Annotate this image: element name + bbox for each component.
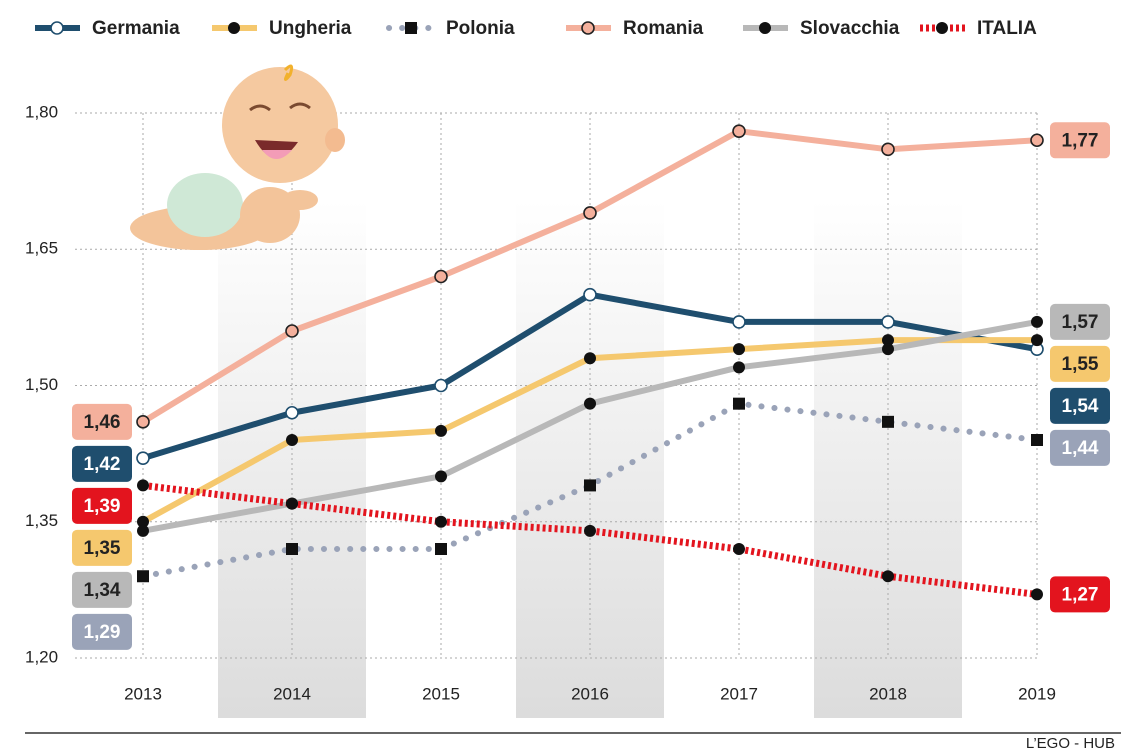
marker <box>286 498 298 510</box>
marker <box>435 543 447 555</box>
marker <box>1031 316 1043 328</box>
marker <box>137 452 149 464</box>
source: L’EGO - HUB <box>1026 735 1115 751</box>
value-label: 1,46 <box>84 412 121 433</box>
value-label: 1,44 <box>1062 438 1099 459</box>
marker <box>286 434 298 446</box>
marker <box>137 570 149 582</box>
marker <box>584 525 596 537</box>
legend: Germania Ungheria Polonia Romania Slovacchia… <box>35 18 1037 39</box>
legend-label: ITALIA <box>977 18 1037 39</box>
marker <box>733 125 745 137</box>
legend-label: Slovacchia <box>800 18 900 39</box>
y-tick-label: 1,35 <box>25 511 58 530</box>
x-tick-label: 2014 <box>273 684 311 703</box>
marker <box>733 398 745 410</box>
marker <box>137 479 149 491</box>
x-tick-label: 2017 <box>720 684 758 703</box>
value-label: 1,77 <box>1062 130 1099 151</box>
y-tick-label: 1,80 <box>25 102 58 121</box>
marker <box>286 543 298 555</box>
marker <box>584 479 596 491</box>
marker <box>584 289 596 301</box>
marker <box>759 22 771 34</box>
marker <box>882 316 894 328</box>
legend-label: Romania <box>623 18 704 39</box>
marker <box>1031 334 1043 346</box>
chart: 1,20 1,35 1,50 1,65 1,80 2013 2014 2015 2016 2017… <box>0 0 1121 751</box>
marker <box>733 343 745 355</box>
y-tick-label: 1,50 <box>25 375 58 394</box>
marker <box>286 407 298 419</box>
marker <box>435 271 447 283</box>
marker <box>584 352 596 364</box>
value-label: 1,27 <box>1062 584 1099 605</box>
value-label: 1,55 <box>1062 354 1099 375</box>
value-label: 1,57 <box>1062 312 1099 333</box>
marker <box>228 22 240 34</box>
marker <box>882 343 894 355</box>
value-label: 1,39 <box>84 496 121 517</box>
marker <box>405 22 417 34</box>
y-tick-label: 1,20 <box>25 647 58 666</box>
marker <box>1031 588 1043 600</box>
marker <box>435 425 447 437</box>
marker <box>733 316 745 328</box>
marker <box>435 380 447 392</box>
legend-label: Ungheria <box>269 18 352 39</box>
value-label: 1,35 <box>84 538 121 559</box>
marker <box>1031 434 1043 446</box>
marker <box>882 143 894 155</box>
x-tick-label: 2015 <box>422 684 460 703</box>
marker <box>584 398 596 410</box>
marker <box>137 416 149 428</box>
marker <box>733 361 745 373</box>
marker <box>882 570 894 582</box>
value-label: 1,42 <box>84 454 121 475</box>
value-label: 1,54 <box>1062 396 1099 417</box>
x-tick-label: 2019 <box>1018 684 1056 703</box>
value-label: 1,29 <box>84 622 121 643</box>
marker <box>733 543 745 555</box>
marker <box>584 207 596 219</box>
marker <box>582 22 594 34</box>
value-label: 1,34 <box>84 580 121 601</box>
y-tick-label: 1,65 <box>25 239 58 258</box>
x-tick-label: 2016 <box>571 684 609 703</box>
marker <box>137 525 149 537</box>
marker <box>435 470 447 482</box>
marker <box>882 416 894 428</box>
x-tick-label: 2018 <box>869 684 907 703</box>
legend-label: Germania <box>92 18 180 39</box>
marker <box>286 325 298 337</box>
marker <box>435 516 447 528</box>
marker <box>936 22 948 34</box>
legend-label: Polonia <box>446 18 515 39</box>
x-tick-label: 2013 <box>124 684 162 703</box>
marker <box>51 22 63 34</box>
marker <box>1031 134 1043 146</box>
